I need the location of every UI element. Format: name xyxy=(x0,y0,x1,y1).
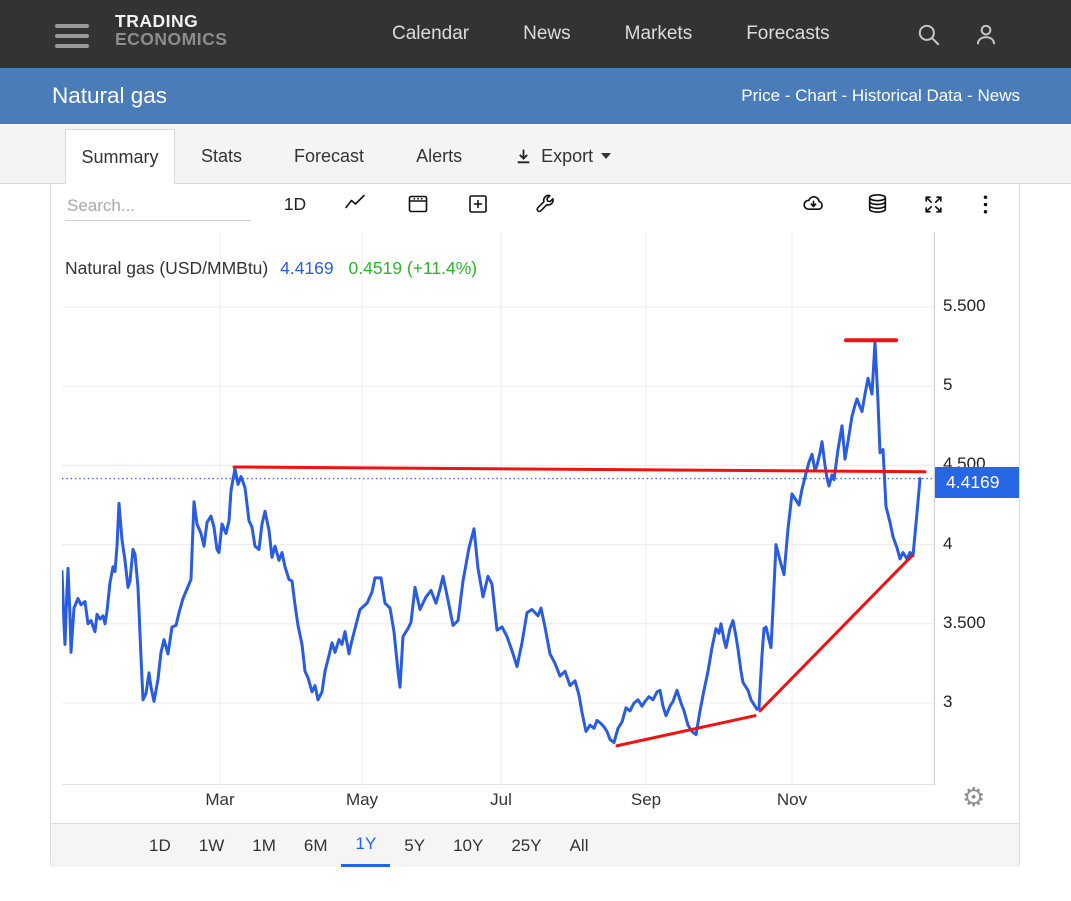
logo-line-2: ECONOMICS xyxy=(115,29,228,49)
chart-legend: Natural gas (USD/MMBtu) 4.4169 0.4519 (+… xyxy=(65,258,477,279)
interval-button[interactable]: 1D xyxy=(278,185,312,223)
add-chart-icon[interactable] xyxy=(461,185,495,223)
instrument-title-bar: Natural gas Price - Chart - Historical D… xyxy=(0,68,1071,124)
y-axis-label-3.500: 3.500 xyxy=(943,612,986,632)
range-button-6m[interactable]: 6M xyxy=(290,824,342,867)
database-icon[interactable] xyxy=(860,185,894,223)
resistance-line xyxy=(232,465,927,474)
tools-icon[interactable] xyxy=(528,185,562,223)
top-navigation-bar: TRADING ECONOMICS Calendar News Markets For… xyxy=(0,0,1071,68)
chevron-down-icon xyxy=(601,153,612,164)
range-button-1m[interactable]: 1M xyxy=(238,824,290,867)
price-chart[interactable] xyxy=(60,232,936,786)
gear-icon[interactable]: ⚙ xyxy=(956,782,991,814)
range-button-1d[interactable]: 1D xyxy=(135,824,185,867)
tab-bar: Summary Stats Forecast Alerts Export xyxy=(0,124,1071,184)
tab-forecast[interactable]: Forecast xyxy=(294,146,365,166)
search-icon[interactable] xyxy=(916,22,942,48)
chart-plot-area[interactable]: Natural gas (USD/MMBtu) 4.4169 0.4519 (+… xyxy=(60,232,936,786)
nav-item-forecasts[interactable]: Forecasts xyxy=(746,23,830,44)
menu-icon[interactable] xyxy=(55,24,89,48)
y-axis-label-4: 4 xyxy=(943,533,953,553)
x-axis-label-may: May xyxy=(345,790,379,809)
tab-summary[interactable]: Summary xyxy=(65,129,175,184)
x-axis-label-sep: Sep xyxy=(630,790,662,809)
site-logo[interactable]: TRADING ECONOMICS xyxy=(115,12,227,48)
breadcrumb: Price - Chart - Historical Data - News xyxy=(741,86,1020,105)
tab-export-label: Export xyxy=(541,146,594,166)
range-button-1w[interactable]: 1W xyxy=(185,824,239,867)
range-button-5y[interactable]: 5Y xyxy=(390,824,439,867)
breadcrumb-link-price[interactable]: Price xyxy=(741,86,781,105)
series-natural-gas xyxy=(60,340,922,745)
tab-export[interactable]: Export xyxy=(488,129,637,183)
download-icon xyxy=(517,149,530,163)
range-selector: 1D 1W 1M 6M 1Y 5Y 10Y 25Y All xyxy=(51,823,1019,867)
tab-stats[interactable]: Stats xyxy=(201,146,243,166)
legend-last-price: 4.4169 xyxy=(280,258,334,278)
nav-item-markets[interactable]: Markets xyxy=(624,23,693,44)
range-button-1y[interactable]: 1Y xyxy=(341,824,391,867)
support-line-1 xyxy=(615,714,757,748)
page-title: Natural gas xyxy=(52,83,168,108)
legend-series-name: Natural gas (USD/MMBtu) xyxy=(65,258,269,278)
search-input[interactable] xyxy=(65,191,251,221)
x-axis-label-jul: Jul xyxy=(490,790,512,809)
breadcrumb-link-chart[interactable]: Chart xyxy=(795,86,837,105)
tab-alerts[interactable]: Alerts xyxy=(416,146,463,166)
download-chart-icon[interactable] xyxy=(796,185,830,223)
logo-line-1: TRADING xyxy=(115,11,199,31)
legend-change: 0.4519 (+11.4%) xyxy=(348,258,478,278)
chart-toolbar: 1D xyxy=(51,184,1019,232)
range-button-all[interactable]: All xyxy=(556,824,603,867)
x-axis-label-nov: Nov xyxy=(776,790,808,809)
support-line-2 xyxy=(758,554,914,713)
y-axis-label-3: 3 xyxy=(943,692,953,711)
calendar-range-icon[interactable] xyxy=(401,185,435,223)
range-button-10y[interactable]: 10Y xyxy=(439,824,497,867)
nav-item-calendar[interactable]: Calendar xyxy=(392,23,470,44)
current-price-badge: 4.4169 xyxy=(935,466,1019,498)
main-nav: Calendar News Markets Forecasts xyxy=(392,0,830,68)
user-icon[interactable] xyxy=(973,22,999,48)
range-button-25y[interactable]: 25Y xyxy=(497,824,555,867)
y-axis-label-5: 5 xyxy=(943,375,953,395)
breadcrumb-link-news[interactable]: News xyxy=(977,86,1020,105)
x-axis-label-mar: Mar xyxy=(205,790,235,809)
more-options-icon[interactable] xyxy=(968,185,1002,223)
fullscreen-icon[interactable] xyxy=(916,185,950,223)
nav-item-news[interactable]: News xyxy=(523,23,571,44)
breadcrumb-link-historical-data[interactable]: Historical Data xyxy=(851,86,963,105)
y-axis-label-5.500: 5.500 xyxy=(943,296,986,315)
chart-widget: 1D Natural gas (USD/MMBtu) 4.4169 0.4519… xyxy=(50,184,1020,867)
line-chart-icon[interactable] xyxy=(338,185,372,223)
